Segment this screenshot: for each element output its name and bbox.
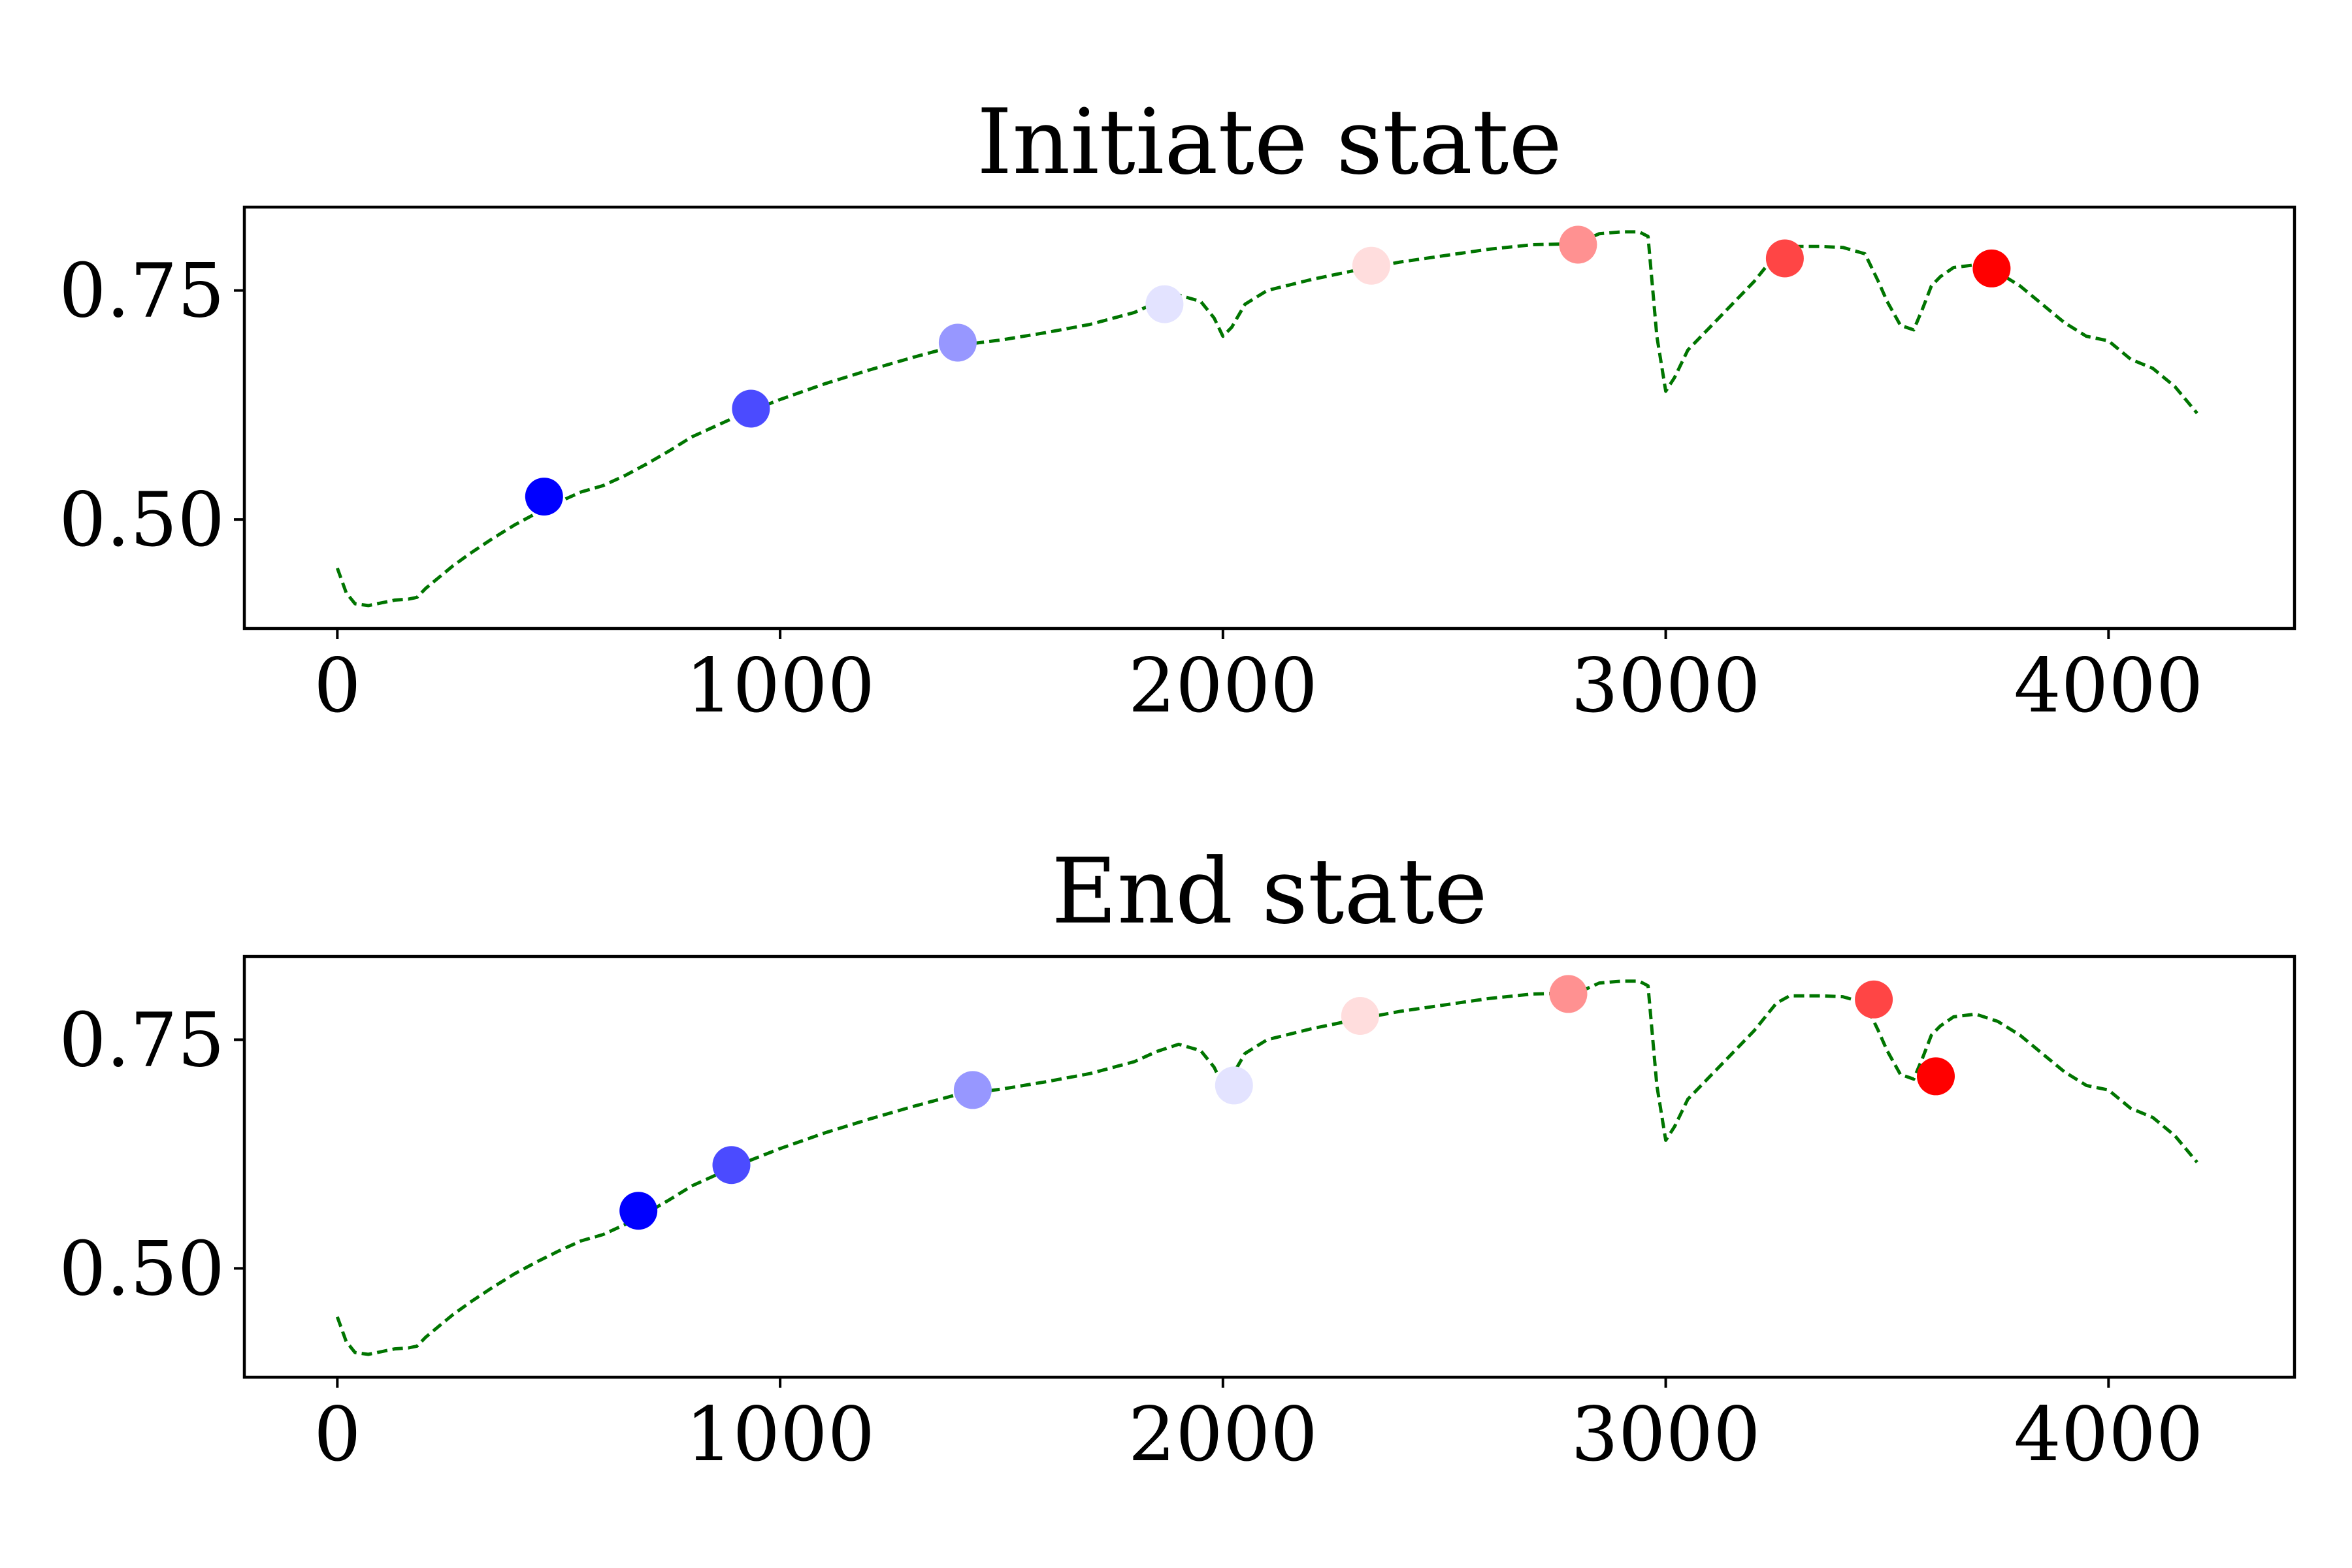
plot-area-frame — [242, 955, 2296, 1379]
chart-title: End state — [1051, 839, 1488, 944]
subplot-initiate-state: Initiate state 0 1000 2000 3000 4000 0.50 0.75 — [59, 90, 2296, 729]
y-tick-label: 0.75 — [59, 248, 225, 335]
marker-point — [1855, 980, 1893, 1019]
x-tick-label: 2000 — [1128, 1391, 1318, 1478]
marker-point — [1145, 285, 1184, 323]
marker-point — [1559, 225, 1597, 264]
marker-point — [1549, 975, 1588, 1013]
marker-points — [525, 225, 2011, 516]
x-tick-label: 4000 — [2014, 642, 2203, 729]
x-tick-label: 1000 — [685, 642, 875, 729]
y-tick-label: 0.50 — [59, 1225, 225, 1312]
marker-point — [1341, 997, 1379, 1035]
chart-title: Initiate state — [977, 90, 1562, 195]
marker-points — [619, 975, 1955, 1230]
x-tick-label: 1000 — [685, 1391, 875, 1478]
dashed-curve — [335, 230, 2198, 608]
marker-point — [938, 323, 977, 362]
subplot-end-state: End state 0 1000 2000 3000 4000 0.50 0.75 — [59, 839, 2296, 1478]
axes-ticks: 0 1000 2000 3000 4000 0.50 0.75 — [59, 248, 2203, 729]
x-tick-label: 2000 — [1128, 642, 1318, 729]
axes-ticks: 0 1000 2000 3000 4000 0.50 0.75 — [59, 996, 2203, 1478]
y-tick-label: 0.50 — [59, 476, 225, 563]
x-tick-label: 0 — [314, 642, 361, 729]
x-tick-label: 3000 — [1571, 642, 1761, 729]
marker-point — [525, 478, 563, 516]
marker-point — [619, 1192, 658, 1230]
dashed-curve — [335, 979, 2198, 1356]
y-tick-label: 0.75 — [59, 996, 225, 1083]
x-tick-label: 3000 — [1571, 1391, 1761, 1478]
marker-point — [1917, 1057, 1955, 1096]
marker-point — [732, 389, 770, 428]
marker-point — [1765, 239, 1804, 278]
plot-area-frame — [242, 205, 2296, 630]
marker-point — [1352, 246, 1390, 285]
x-tick-label: 4000 — [2014, 1391, 2203, 1478]
marker-point — [953, 1071, 992, 1109]
marker-point — [1215, 1066, 1253, 1105]
marker-point — [712, 1146, 751, 1184]
x-tick-label: 0 — [314, 1391, 361, 1478]
marker-point — [1972, 249, 2011, 287]
